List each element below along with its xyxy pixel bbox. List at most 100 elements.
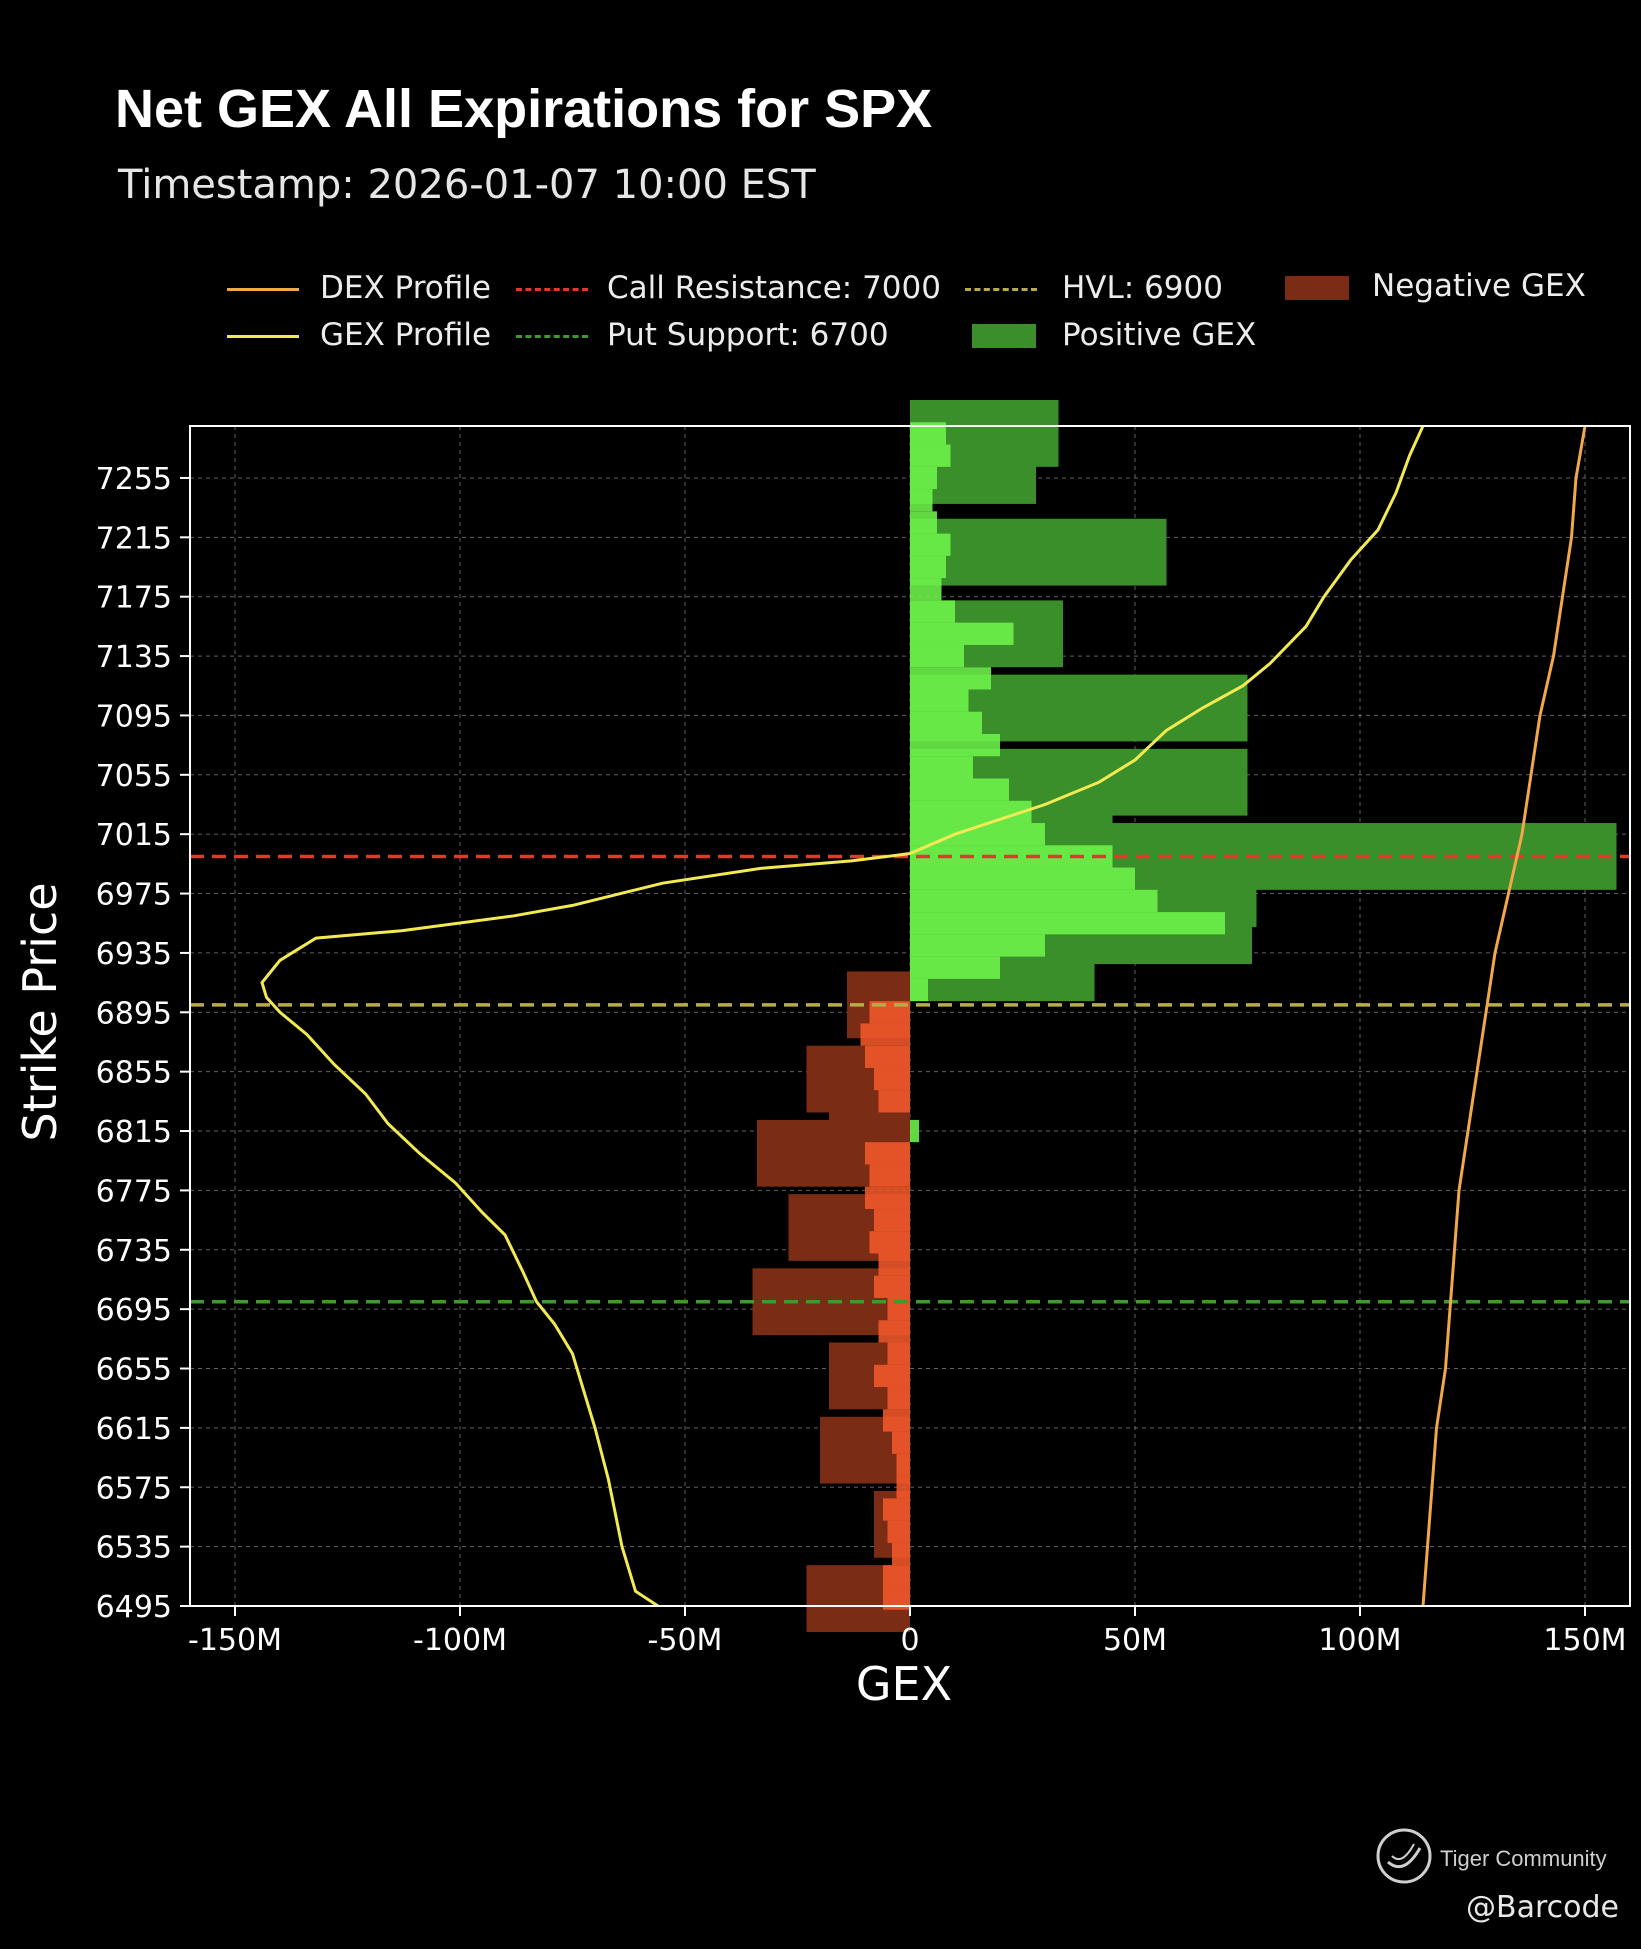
legend-label-put-support: Put Support: 6700 — [607, 317, 889, 353]
legend-swatch-negative-gex — [1285, 276, 1349, 300]
y-tick-label: 6895 — [96, 996, 172, 1031]
gex-near-term-bar — [910, 934, 1045, 957]
gex-near-term-bar — [874, 1364, 910, 1388]
y-tick-label: 7135 — [96, 640, 172, 675]
gex-profile-line — [260, 425, 1425, 1608]
y-tick-label: 6695 — [96, 1293, 172, 1328]
y-tick-label: 6855 — [96, 1056, 172, 1091]
gex-near-term-bar — [883, 1498, 910, 1521]
tiger-logo-icon — [1376, 1828, 1432, 1884]
gex-near-term-bar — [910, 912, 1225, 935]
gex-near-term-bar — [869, 1001, 910, 1024]
y-tick-label: 6775 — [96, 1174, 172, 1209]
gex-near-term-bar — [878, 1090, 910, 1113]
gex-near-term-bar — [892, 1431, 910, 1454]
x-tick-label: 0 — [900, 1623, 919, 1658]
gex-near-term-bar — [896, 1476, 910, 1499]
gex-near-term-bar — [910, 867, 1135, 890]
gex-near-term-bar — [910, 711, 982, 734]
gex-near-term-bar — [878, 1253, 910, 1276]
gex-near-term-bar — [860, 1023, 910, 1046]
tick-labels: -150M -100M -50M 0 50M 100M 150M 6495 6535 6575 66… — [96, 462, 1627, 1658]
legend-label-dex-profile: DEX Profile — [320, 270, 491, 306]
y-tick-label: 7015 — [96, 818, 172, 853]
gex-near-term-bar — [883, 1565, 910, 1588]
x-tick-label: 50M — [1103, 1623, 1167, 1658]
gex-near-term-bar — [865, 1142, 910, 1165]
gex-near-term-bar — [910, 800, 1032, 824]
author-tag: @Barcode — [1466, 1890, 1619, 1925]
gex-near-term-bar — [878, 1320, 910, 1343]
gex-near-term-bar — [874, 1067, 910, 1091]
legend-label-positive-gex: Positive GEX — [1062, 317, 1257, 353]
legend-swatch-dex-profile — [227, 288, 299, 291]
x-tick-label: 100M — [1318, 1623, 1401, 1658]
gex-near-term-bar — [910, 1119, 919, 1143]
gex-near-term-bar — [910, 689, 969, 712]
gex-near-term-bar — [910, 889, 1158, 913]
y-tick-label: 6575 — [96, 1471, 172, 1506]
x-tick-label: 150M — [1543, 1623, 1626, 1658]
gex-near-term-bar — [910, 622, 1014, 645]
y-tick-label: 6615 — [96, 1412, 172, 1447]
gex-near-term-bar — [910, 578, 942, 601]
gex-near-term-bar — [865, 1186, 910, 1209]
dex-profile-line — [1421, 425, 1587, 1607]
y-tick-label: 6495 — [96, 1590, 172, 1625]
gex-near-term-bar — [910, 667, 991, 690]
gex-near-term-bar — [865, 1045, 910, 1068]
gex-near-term-bar — [910, 511, 937, 534]
gex-bar — [910, 518, 1167, 586]
legend-swatch-put-support — [516, 335, 588, 338]
axes — [180, 425, 1631, 1616]
gex-near-term-bar — [874, 1275, 910, 1299]
y-tick-label: 7095 — [96, 699, 172, 734]
y-tick-label: 7175 — [96, 581, 172, 616]
y-tick-label: 6935 — [96, 937, 172, 972]
y-tick-label: 6975 — [96, 878, 172, 913]
y-tick-label: 7055 — [96, 759, 172, 794]
y-axis-label: Strike Price — [13, 882, 67, 1141]
gex-near-term-bar — [910, 644, 964, 668]
x-axis-label: GEX — [856, 1657, 952, 1711]
gex-near-term-bar — [910, 422, 946, 445]
gex-near-term-bar — [883, 1587, 910, 1610]
legend-swatch-positive-gex — [972, 324, 1036, 348]
y-tick-label: 6535 — [96, 1531, 172, 1566]
gex-near-term-bar — [910, 533, 951, 556]
gex-near-term-bar — [910, 600, 955, 623]
gex-near-term-bar — [887, 1342, 910, 1365]
x-tick-label: -50M — [648, 1623, 723, 1658]
legend-swatch-hvl — [965, 288, 1037, 291]
gex-near-term-bar — [896, 1453, 910, 1477]
legend-label-negative-gex: Negative GEX — [1372, 268, 1586, 304]
gex-near-term-bar — [874, 1208, 910, 1232]
gex-near-term-bar — [910, 733, 1000, 757]
y-tick-label: 6735 — [96, 1234, 172, 1269]
gex-near-term-bar — [869, 1231, 910, 1254]
gex-near-term-bar — [910, 978, 928, 1002]
legend-label-call-resistance: Call Resistance: 7000 — [607, 270, 941, 306]
gex-near-term-bar — [910, 555, 946, 579]
gex-near-term-bars — [860, 422, 1225, 1610]
gex-near-term-bar — [910, 778, 1009, 801]
y-tick-label: 6815 — [96, 1115, 172, 1150]
gex-near-term-bar — [887, 1387, 910, 1410]
y-tick-label: 6655 — [96, 1353, 172, 1388]
x-tick-label: -100M — [413, 1623, 507, 1658]
gex-near-term-bar — [910, 756, 973, 779]
chart-title: Net GEX All Expirations for SPX — [115, 79, 933, 139]
y-tick-label: 7255 — [96, 462, 172, 497]
gex-near-term-bar — [892, 1542, 910, 1566]
gex-near-term-bar — [887, 1298, 910, 1321]
gex-near-term-bar — [869, 1164, 910, 1187]
gex-near-term-bar — [910, 956, 1000, 979]
gex-near-term-bar — [887, 1520, 910, 1543]
x-tick-label: -150M — [188, 1623, 282, 1658]
gex-near-term-bar — [883, 1409, 910, 1432]
chart-subtitle: Timestamp: 2026-01-07 10:00 EST — [118, 162, 816, 208]
legend-label-gex-profile: GEX Profile — [320, 317, 492, 353]
y-tick-label: 7215 — [96, 521, 172, 556]
gex-near-term-bar — [910, 466, 937, 490]
